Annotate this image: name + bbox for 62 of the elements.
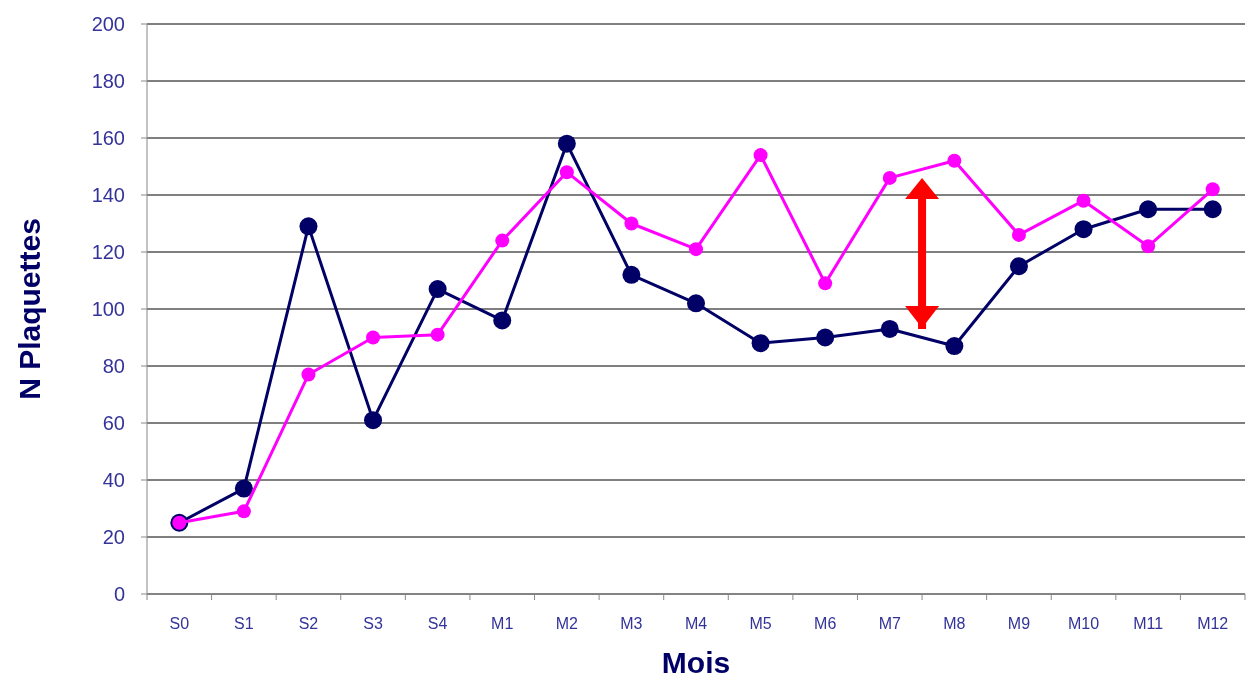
point — [430, 327, 445, 342]
point — [428, 280, 447, 299]
x-tick-label: M2 — [555, 615, 579, 632]
x-axis-title: Mois — [661, 646, 731, 679]
x-tick-label: S1 — [234, 615, 254, 632]
y-tick-label: 40 — [102, 469, 125, 491]
x-tick-label: M4 — [684, 615, 708, 632]
point — [818, 276, 833, 291]
point — [364, 411, 383, 430]
point — [947, 153, 962, 168]
x-tick-label: S4 — [427, 615, 448, 632]
y-tick-label: 160 — [91, 127, 125, 149]
x-tick-label: M7 — [878, 615, 901, 632]
point — [816, 328, 835, 347]
point — [559, 165, 574, 180]
point — [236, 504, 251, 519]
point — [366, 330, 381, 345]
point — [753, 148, 768, 163]
point — [751, 334, 770, 353]
point — [1141, 239, 1156, 254]
y-tick-label: 100 — [91, 298, 125, 320]
point — [882, 170, 897, 185]
point — [1074, 220, 1093, 239]
point — [880, 319, 899, 338]
x-tick-label: M3 — [620, 615, 643, 632]
point — [1009, 257, 1028, 276]
point — [234, 479, 253, 498]
x-tick-label: M8 — [943, 615, 966, 632]
y-tick-label: 80 — [102, 355, 125, 377]
point — [1139, 200, 1158, 219]
y-tick-label: 120 — [91, 241, 125, 263]
x-tick-label: S3 — [363, 615, 383, 632]
x-tick-label: M10 — [1067, 615, 1100, 632]
point — [622, 265, 641, 284]
x-tick-label: M12 — [1197, 615, 1229, 632]
x-tick-label: M11 — [1133, 615, 1164, 632]
y-tick-label: 60 — [102, 412, 125, 434]
y-tick-label: 200 — [91, 13, 125, 35]
x-tick-label: M9 — [1007, 615, 1031, 632]
point — [687, 294, 705, 313]
y-axis-title: N Plaquettes — [13, 218, 46, 400]
point — [301, 367, 316, 382]
x-tick-label: M5 — [749, 615, 772, 632]
point — [1203, 200, 1222, 219]
point — [493, 311, 512, 330]
point — [299, 217, 318, 236]
point — [495, 233, 510, 248]
x-tick-label: S2 — [298, 615, 319, 632]
y-tick-label: 20 — [102, 526, 125, 548]
point — [1076, 193, 1091, 208]
x-tick-label: M6 — [814, 615, 837, 632]
x-tick-label: S0 — [169, 615, 190, 632]
y-tick-label: 0 — [113, 583, 125, 605]
point — [1205, 182, 1220, 197]
point — [689, 242, 703, 257]
point — [624, 216, 639, 231]
point — [1011, 227, 1026, 242]
y-tick-label: 180 — [91, 70, 125, 92]
x-tick-label: M1 — [491, 615, 514, 632]
point — [557, 134, 576, 153]
y-tick-label: 140 — [91, 184, 125, 206]
point — [945, 337, 964, 356]
